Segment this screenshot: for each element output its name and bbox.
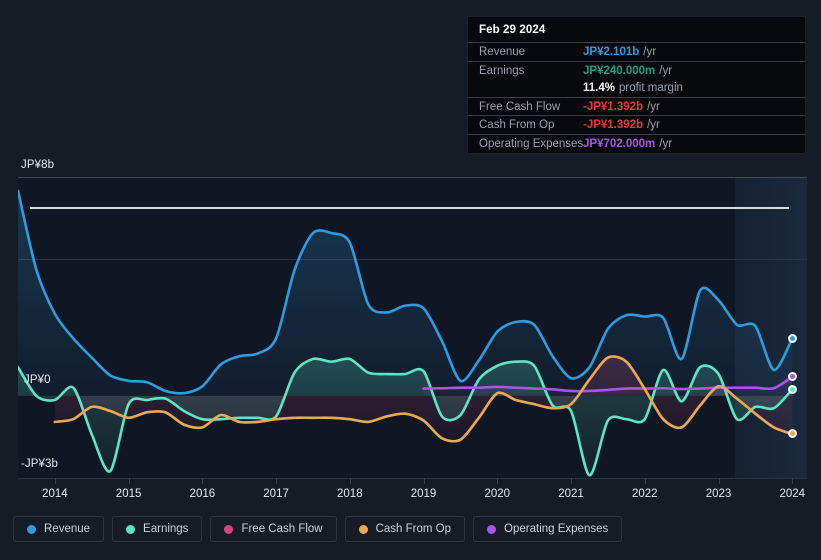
x-axis-tickmark [54,478,56,484]
legend-dot [358,524,368,534]
x-axis-tickmark [276,478,278,484]
zero-baseline [30,207,789,209]
x-axis: 2014 2015 2016 2017 2018 2019 2020 2021 2022 2023… [18,478,807,506]
legend-item-label: Free Cash Flow [241,523,323,535]
x-axis-tick-label: 2018 [337,488,363,500]
tooltip-rows: Revenue JP¥2.101b/yr Earnings JP¥240.000m/y… [468,42,805,153]
series-area-revenue [18,190,793,396]
tooltip-date: Feb 29 2024 [479,24,546,36]
y-axis-label-zero: JP¥0 [24,374,51,386]
tooltip-row-label: Operating Expenses [479,137,584,150]
tooltip-row-value: -JP¥1.392b [583,100,644,113]
tooltip-row-revenue: Revenue JP¥2.101b/yr [468,42,805,61]
legend-item-label: Cash From Op [375,523,452,535]
x-axis-tick-label: 2015 [115,488,142,500]
series-line-operating-expenses [422,375,794,393]
series-line-cash-from-op [53,355,794,443]
legend-item-label: Earnings [143,523,189,535]
endpoint-marker-earnings [787,384,797,394]
y-axis-label-bottom: -JP¥3b [21,458,59,470]
series-area-free-cash-flow [54,356,793,442]
x-axis-tick-label: 2017 [263,488,289,500]
legend-item-free-cash-flow[interactable]: Free Cash Flow [210,516,337,542]
x-axis-tickmark [792,478,794,484]
legend-item-label: Operating Expenses [504,523,609,535]
x-axis-tickmark [202,478,204,484]
y-axis-label-top: JP¥8b [21,159,55,171]
endpoint-marker-revenue [787,333,797,343]
tooltip-row-value: JP¥2.101b [583,46,640,58]
tooltip-row-value: JP¥702.000m [583,137,656,150]
tooltip-row-label: Earnings [479,64,525,77]
x-axis-tickmark [644,478,646,484]
endpoint-marker-operating-expenses [787,372,797,382]
legend-item-label: Revenue [44,523,91,535]
x-axis-tick-label: 2022 [631,488,658,500]
tooltip-row-value: JP¥240.000m [583,64,656,77]
tooltip-row-suffix: /yr [647,100,660,113]
legend-item-earnings[interactable]: Earnings [112,516,203,542]
x-axis-tickmark [349,478,351,484]
x-axis-tick-label: 2024 [779,488,806,500]
x-axis-tick-label: 2021 [558,488,584,500]
tooltip-row-suffix: profit margin [618,82,683,95]
x-axis-tick-label: 2020 [484,488,511,500]
legend-dot [487,524,497,534]
x-axis-tickmark [423,478,425,484]
tooltip-row-profit-margin: 11.4% profit margin [468,79,805,97]
x-axis-tick-label: 2014 [42,488,68,500]
tooltip-row-suffix: /yr [647,119,660,132]
series-line-revenue [18,189,794,395]
gridline-bottom [18,478,807,479]
gridline-mid [18,259,807,260]
tooltip-row-suffix: /yr [643,46,657,58]
gridline-top [18,177,807,178]
endpoint-marker-cash-from-op [787,429,797,439]
legend-dot [27,524,36,534]
x-axis-tick-label: 2016 [189,488,216,500]
x-axis-tickmark [128,478,130,484]
plot-area [18,177,807,479]
series-canvas [18,189,794,477]
tooltip-row-suffix: /yr [659,64,673,77]
x-axis-tickmark [571,478,573,484]
tooltip-row-suffix: /yr [659,137,673,150]
tooltip-row-operating-expenses: Operating Expenses JP¥702.000m/yr [468,133,805,153]
legend-item-operating-expenses[interactable]: Operating Expenses [473,516,623,542]
tooltip-row-value: -JP¥1.392b [583,119,644,132]
x-axis-tickmark [497,478,499,484]
tooltip-row-value: 11.4% [583,82,615,95]
x-axis-tick-label: 2019 [410,488,437,500]
legend-item-revenue[interactable]: Revenue [13,516,105,542]
x-axis-tick-label: 2023 [705,488,732,500]
x-axis-tickmark [718,478,720,484]
tooltip-panel: Feb 29 2024 Revenue JP¥2.101b/yr Earnings J… [467,16,806,154]
legend-item-cash-from-op[interactable]: Cash From Op [344,516,466,542]
legend-dot [126,524,136,534]
tooltip-row-label: Free Cash Flow [479,100,561,113]
tooltip-row-label: Cash From Op [479,119,555,132]
series-line-earnings [18,357,794,477]
series-area-operating-expenses [423,376,793,396]
legend-dot [224,524,234,534]
tooltip-row-cash-from-op: Cash From Op -JP¥1.392b/yr [468,115,805,134]
tooltip-row-earnings: Earnings JP¥240.000m/yr [468,60,805,80]
tooltip-row-free-cash-flow: Free Cash Flow -JP¥1.392b/yr [468,96,805,116]
chart-legend[interactable]: Revenue Earnings Free Cash Flow Cash From O… [13,516,623,542]
tooltip-row-label [479,88,583,91]
tooltip-row-label: Revenue [479,46,526,58]
series-area-earnings [18,358,793,476]
